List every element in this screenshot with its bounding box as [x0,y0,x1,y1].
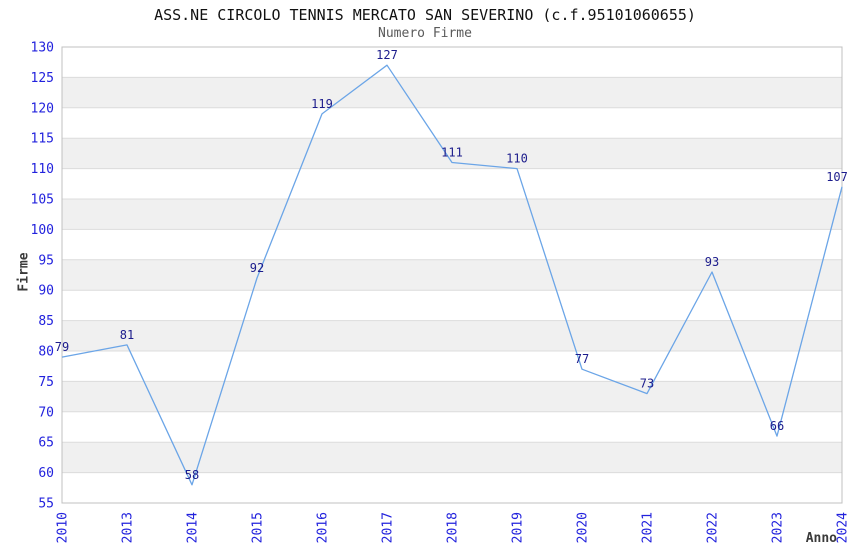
plot-band [62,138,842,169]
x-tick-label: 2018 [446,512,461,543]
data-point-label: 119 [311,97,333,111]
y-tick-label: 115 [31,132,54,147]
y-tick-label: 130 [31,41,54,56]
plot-border [61,46,843,504]
x-tick-label: 2020 [576,512,591,543]
x-tick-label: 2010 [56,512,71,543]
x-tick-label: 2013 [121,512,136,543]
x-tick-label: 2017 [381,512,396,543]
plot-band [62,442,842,473]
plot-band [62,77,842,108]
plot-band [62,290,842,321]
y-tick-label: 80 [38,345,54,360]
chart-title: ASS.NE CIRCOLO TENNIS MERCATO SAN SEVERI… [154,6,696,24]
plot-band [62,320,842,351]
data-point-label: 79 [55,340,69,354]
y-tick-label: 60 [38,466,54,481]
y-tick-label: 70 [38,405,54,420]
plot-band [62,168,842,199]
x-tick-label: 2016 [316,512,331,543]
data-point-label: 66 [770,419,784,433]
y-tick-label: 110 [31,162,54,177]
x-tick-label: 2019 [511,512,526,543]
data-point-label: 111 [441,146,463,160]
x-tick-label: 2022 [706,512,721,543]
y-tick-label: 65 [38,436,54,451]
y-tick-label: 105 [31,193,54,208]
y-tick-label: 85 [38,314,54,329]
data-point-label: 127 [376,48,398,62]
x-tick-label: 2023 [771,512,786,543]
x-tick-label: 2024 [836,512,850,543]
data-point-label: 107 [826,170,848,184]
plot-band [62,47,842,78]
y-tick-label: 55 [38,497,54,512]
plot-band [62,472,842,503]
y-tick-label: 90 [38,284,54,299]
x-tick-label: 2015 [251,512,266,543]
y-tick-label: 125 [31,71,54,86]
x-tick-label: 2021 [641,512,656,543]
data-point-label: 77 [575,352,589,366]
plot-band [62,381,842,412]
y-tick-label: 120 [31,101,54,116]
plot-band [62,259,842,291]
y-tick-label: 100 [31,223,54,238]
plot-band [62,351,842,382]
y-axis-label: Firme [16,252,32,292]
y-tick-label: 75 [38,375,54,390]
data-point-label: 93 [705,255,719,269]
plot-band [62,229,842,260]
x-tick-label: 2014 [186,512,201,543]
x-axis-label: Anno [805,531,837,546]
chart-subtitle: Numero Firme [378,26,472,41]
plot-band [62,107,842,139]
data-point-label: 92 [250,261,264,275]
data-point-label: 73 [640,377,654,391]
data-line [61,64,843,486]
y-tick-label: 95 [38,253,54,268]
data-point-label: 58 [185,468,199,482]
data-point-label: 81 [120,328,134,342]
data-point-label: 110 [506,152,528,166]
plot-band [62,411,842,443]
plot-band [62,199,842,230]
